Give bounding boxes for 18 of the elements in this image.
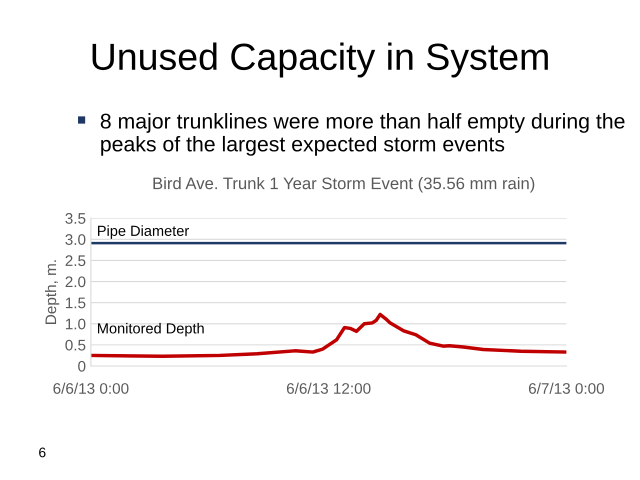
y-axis-title: Depth, m.: [44, 260, 60, 324]
text: Bird Ave. Trunk 1 Year Storm Event (35.56 mm rain): [153, 177, 534, 193]
chart-subtitle: 8 major trunklines were more than half empty during the peaks of the largest expected storm events: [100, 113, 624, 156]
x-tick-label: 6/6/13 12:00: [286, 382, 371, 394]
y-tick-label: 0: [78, 360, 86, 372]
y-tick-label: 1.0: [66, 318, 86, 330]
ref-line-label: Pipe Diameter: [98, 225, 189, 239]
series-label: Monitored Depth: [98, 322, 204, 336]
y-tick-label: 1.5: [66, 298, 86, 308]
y-tick-label: 3.5: [65, 213, 86, 224]
y-tick-label: 2.0: [66, 276, 86, 288]
y-tick-label: 2.5: [66, 255, 86, 266]
x-tick-label: 6/7/13 0:00: [528, 382, 604, 394]
text: 6: [39, 447, 46, 458]
chart-title: Unused Capacity in System: [92, 42, 548, 78]
y-tick-label: 0.5: [65, 340, 86, 351]
y-tick-label: 3.0: [65, 234, 86, 245]
x-tick-label: 6/6/13 0:00: [53, 382, 129, 394]
